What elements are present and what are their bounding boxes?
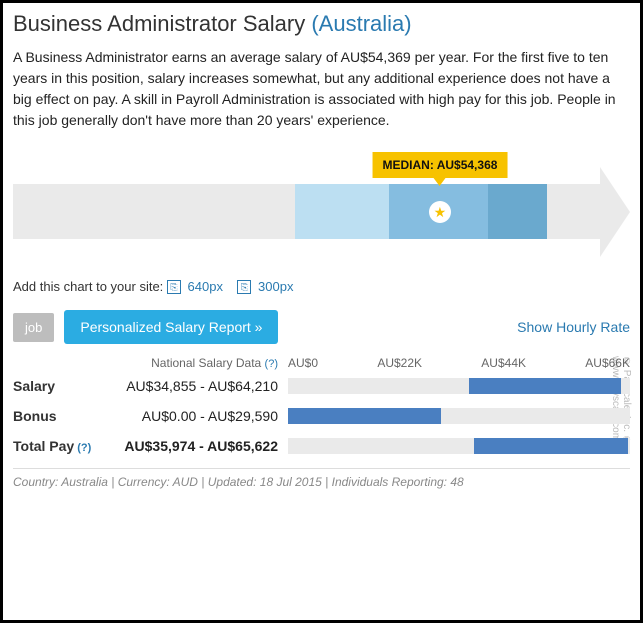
axis-tick: AU$44K [481,356,526,370]
show-hourly-link[interactable]: Show Hourly Rate [517,319,630,335]
salary-data-block: © Payscale, Inc. © www.payscale.com Nati… [13,356,630,489]
bar-track [288,438,630,454]
salary-arrow-chart: MEDIAN: AU$54,368 ★ [13,149,630,249]
footer-note: Country: Australia | Currency: AUD | Upd… [13,468,630,489]
bar-track [288,378,630,394]
page-title: Business Administrator Salary (Australia… [13,11,630,37]
row-value: AU$34,855 - AU$64,210 [98,378,288,394]
axis-tick: AU$22K [377,356,422,370]
bar-fill [474,438,628,454]
median-label: MEDIAN: AU$54,368 [372,152,507,178]
row-label: Bonus [13,408,98,424]
embed-icon: ⎘ [167,280,181,294]
data-row: BonusAU$0.00 - AU$29,590 [13,408,630,424]
embed-link-640[interactable]: 640px [188,279,223,294]
embed-icon: ⎘ [237,280,251,294]
axis-tick: AU$0 [288,356,318,370]
axis-tick: AU$66K [585,356,630,370]
data-row: SalaryAU$34,855 - AU$64,210 [13,378,630,394]
embed-link-300[interactable]: 300px [258,279,293,294]
data-header-label: National Salary Data [151,356,261,370]
description: A Business Administrator earns an averag… [13,47,630,131]
personalized-report-button[interactable]: Personalized Salary Report » [64,310,278,344]
row-label: Salary [13,378,98,394]
bar-track [288,408,630,424]
row-value: AU$0.00 - AU$29,590 [98,408,288,424]
embed-prefix: Add this chart to your site: [13,279,163,294]
arrow-segment [488,184,547,239]
help-icon[interactable]: (?) [265,358,278,370]
bar-fill [288,408,441,424]
embed-row: Add this chart to your site: ⎘ 640px ⎘ 3… [13,279,630,294]
arrow-segment [295,184,389,239]
median-star-icon: ★ [429,201,451,223]
data-row: Total Pay (?)AU$35,974 - AU$65,622 [13,438,630,454]
job-button[interactable]: job [13,313,54,342]
bar-fill [469,378,621,394]
row-label: Total Pay (?) [13,438,98,454]
title-location: (Australia) [311,11,411,36]
row-value: AU$35,974 - AU$65,622 [98,438,288,454]
arrow-head-icon [600,167,630,257]
help-icon[interactable]: (?) [74,442,91,454]
title-main: Business Administrator Salary [13,11,305,36]
